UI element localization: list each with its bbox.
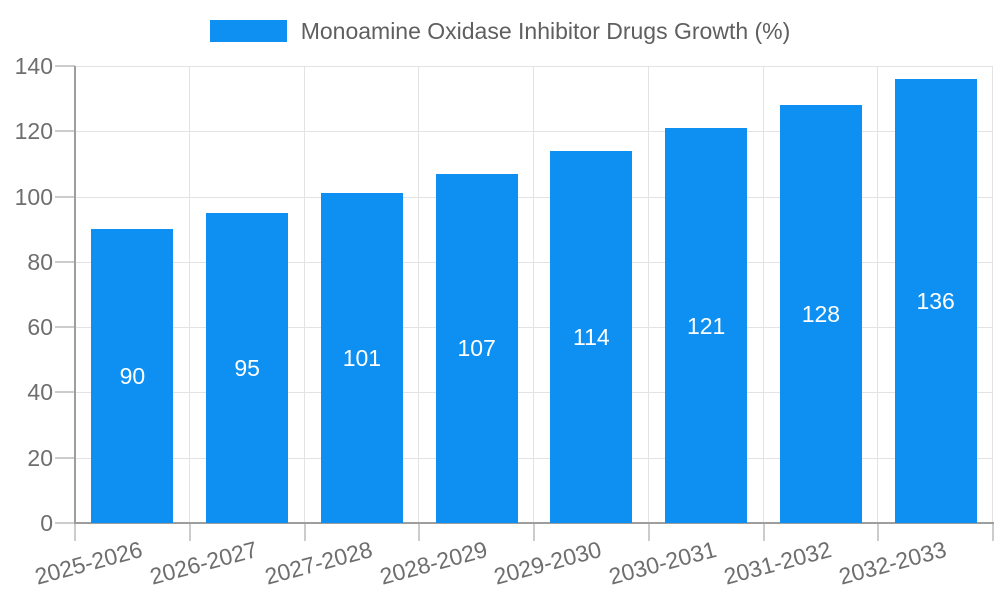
x-axis-tick — [303, 523, 306, 541]
y-axis-tick — [55, 391, 75, 394]
bar[interactable]: 107 — [435, 173, 518, 523]
bar-value-label: 136 — [916, 288, 955, 315]
bar-value-label: 128 — [801, 301, 841, 328]
legend-swatch — [209, 20, 287, 42]
x-axis-tick-label: 2028-2029 — [376, 535, 490, 590]
bar[interactable]: 95 — [206, 212, 289, 523]
x-axis-tick — [533, 523, 535, 541]
x-axis-tick — [188, 523, 191, 541]
y-gridline — [75, 392, 993, 394]
y-axis-tick-label: 80 — [27, 248, 53, 275]
y-axis-tick-label: 120 — [14, 118, 53, 145]
y-gridline — [75, 327, 993, 329]
x-gridline — [303, 66, 305, 523]
y-axis-tick-label: 0 — [40, 510, 53, 536]
y-axis-tick — [55, 326, 75, 329]
y-axis-tick — [55, 522, 75, 524]
x-gridline — [877, 66, 879, 523]
x-axis-tick — [877, 523, 880, 541]
bar-value-label: 95 — [234, 354, 260, 381]
x-axis-tick-label: 2031-2032 — [720, 535, 834, 590]
x-axis-tick — [418, 523, 421, 541]
x-gridline — [533, 66, 534, 523]
x-gridline — [992, 66, 993, 523]
x-axis-tick — [992, 523, 994, 541]
x-gridline — [762, 66, 764, 523]
x-axis-tick — [762, 523, 765, 541]
y-axis-tick-label: 100 — [14, 183, 53, 210]
x-axis-tick-label: 2026-2027 — [147, 535, 261, 590]
bar[interactable]: 114 — [550, 150, 633, 523]
x-gridline — [418, 66, 420, 523]
x-axis-tick — [74, 523, 76, 541]
bar-value-label: 107 — [457, 335, 496, 362]
bar-value-label: 121 — [686, 312, 726, 339]
x-gridline — [188, 66, 190, 523]
y-axis-tick-label: 40 — [27, 379, 53, 406]
x-axis-tick-label: 2029-2030 — [491, 535, 605, 590]
bar[interactable]: 90 — [91, 229, 174, 523]
y-gridline — [75, 131, 993, 133]
x-gridline — [647, 66, 649, 523]
x-axis-tick-label: 2027-2028 — [261, 535, 375, 590]
y-axis-tick — [55, 260, 75, 263]
y-gridline — [75, 261, 993, 263]
x-axis-tick-label: 2030-2031 — [606, 535, 720, 590]
y-gridline — [75, 66, 993, 67]
bar[interactable]: 136 — [894, 79, 977, 523]
y-gridline — [75, 196, 993, 198]
x-axis-tick-label: 2032-2033 — [835, 535, 949, 590]
y-axis-tick-label: 20 — [27, 444, 53, 471]
bar[interactable]: 128 — [779, 105, 862, 523]
bar[interactable]: 101 — [320, 193, 403, 523]
y-axis-tick — [55, 195, 75, 198]
bar[interactable]: 121 — [665, 128, 748, 523]
legend-label: Monoamine Oxidase Inhibitor Drugs Growth… — [300, 18, 791, 44]
bar-value-label: 114 — [573, 323, 610, 350]
legend: Monoamine Oxidase Inhibitor Drugs Growth… — [0, 17, 1000, 45]
y-axis-line — [74, 66, 76, 523]
x-axis-tick — [647, 523, 650, 541]
bar-value-label: 90 — [119, 363, 146, 390]
y-axis-tick-label: 140 — [14, 53, 53, 79]
y-gridline — [75, 457, 993, 459]
x-axis-line — [74, 522, 994, 524]
y-axis-tick-label: 60 — [27, 314, 53, 341]
plot-area — [75, 66, 993, 523]
y-axis-tick — [55, 130, 75, 133]
y-axis-tick — [55, 65, 75, 67]
x-axis-tick-label: 2025-2026 — [32, 535, 146, 590]
y-axis-tick — [55, 456, 75, 459]
bar-value-label: 101 — [342, 345, 382, 372]
